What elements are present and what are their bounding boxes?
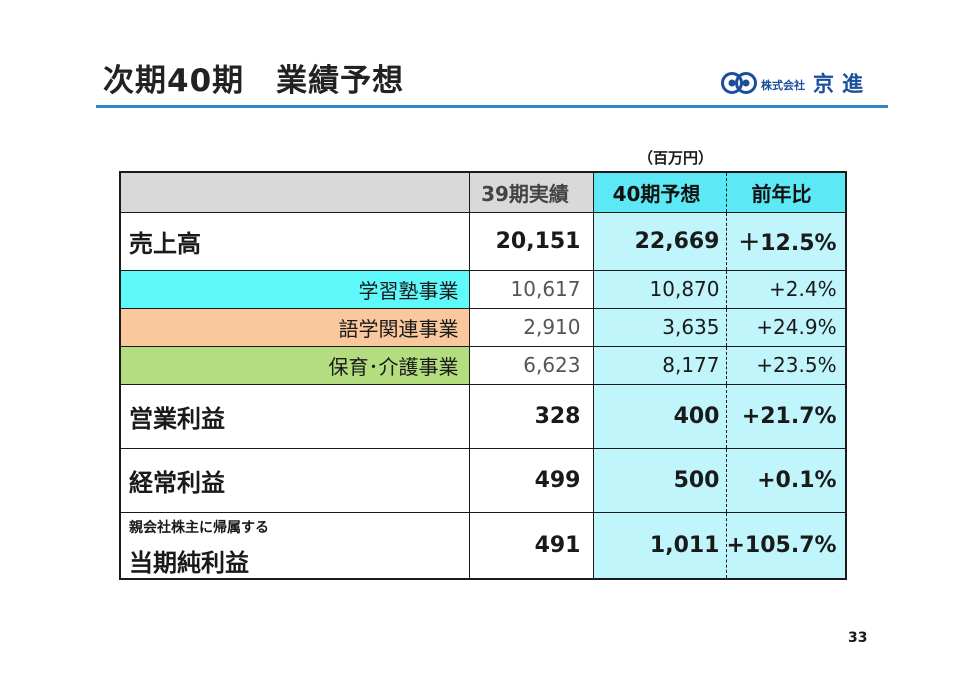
header-label-cell — [119, 171, 470, 213]
row-yoy-value: +105.7% — [725, 511, 847, 580]
row-label: 語学関連事業 — [119, 307, 470, 347]
row-forecast-value: 500 — [592, 447, 727, 513]
row-label: 学習塾事業 — [119, 269, 470, 309]
table-row-ordinary-income: 経常利益 499 500 +0.1% — [119, 447, 847, 513]
forecast-table: 39期実績 40期予想 前年比 売上高 20,151 22,669 ＋12.5%… — [119, 171, 847, 580]
row-prev-value: 6,623 — [468, 345, 594, 385]
row-label: 当期純利益 — [129, 548, 249, 577]
row-label: 経常利益 — [119, 447, 470, 513]
row-forecast-value: 8,177 — [592, 345, 727, 385]
row-label: 営業利益 — [119, 383, 470, 449]
table-row-childcare: 保育･介護事業 6,623 8,177 +23.5% — [119, 345, 847, 385]
header-forecast: 40期予想 — [592, 171, 727, 213]
title-underline — [96, 105, 888, 108]
page-number: 33 — [848, 630, 868, 646]
company-logo-icon — [721, 72, 757, 94]
row-label: 売上高 — [119, 211, 470, 271]
row-yoy-value: +0.1% — [725, 447, 847, 513]
table-row-operating-income: 営業利益 328 400 +21.7% — [119, 383, 847, 449]
row-yoy-value: +2.4% — [725, 269, 847, 309]
page-title: 次期40期 業績予想 — [103, 63, 405, 99]
table-row-sales: 売上高 20,151 22,669 ＋12.5% — [119, 211, 847, 271]
row-yoy-value: +24.9% — [725, 307, 847, 347]
table-row-cram-school: 学習塾事業 10,617 10,870 +2.4% — [119, 269, 847, 309]
row-prev-value: 491 — [468, 511, 594, 580]
row-label: 保育･介護事業 — [119, 345, 470, 385]
unit-label: （百万円） — [638, 149, 714, 167]
header-prev-actual: 39期実績 — [468, 171, 594, 213]
company-prefix: 株式会社 — [761, 78, 805, 92]
table-row-net-income: 親会社株主に帰属する 当期純利益 491 1,011 +105.7% — [119, 511, 847, 580]
company-name: 京進 — [813, 72, 871, 96]
row-forecast-value: 1,011 — [592, 511, 727, 580]
row-prev-value: 328 — [468, 383, 594, 449]
company-logo: 株式会社 京進 — [720, 68, 871, 98]
row-prev-value: 10,617 — [468, 269, 594, 309]
row-label-cell: 親会社株主に帰属する 当期純利益 — [119, 511, 470, 580]
row-prev-value: 499 — [468, 447, 594, 513]
row-prev-value: 20,151 — [468, 211, 594, 271]
table-header-row: 39期実績 40期予想 前年比 — [119, 171, 847, 213]
row-label-prefix: 親会社株主に帰属する — [129, 519, 269, 536]
row-yoy-value: ＋12.5% — [725, 211, 847, 271]
row-yoy-value: +21.7% — [725, 383, 847, 449]
row-forecast-value: 400 — [592, 383, 727, 449]
row-prev-value: 2,910 — [468, 307, 594, 347]
header-yoy: 前年比 — [725, 171, 847, 213]
table-row-language: 語学関連事業 2,910 3,635 +24.9% — [119, 307, 847, 347]
row-forecast-value: 10,870 — [592, 269, 727, 309]
row-forecast-value: 22,669 — [592, 211, 727, 271]
row-forecast-value: 3,635 — [592, 307, 727, 347]
row-yoy-value: +23.5% — [725, 345, 847, 385]
